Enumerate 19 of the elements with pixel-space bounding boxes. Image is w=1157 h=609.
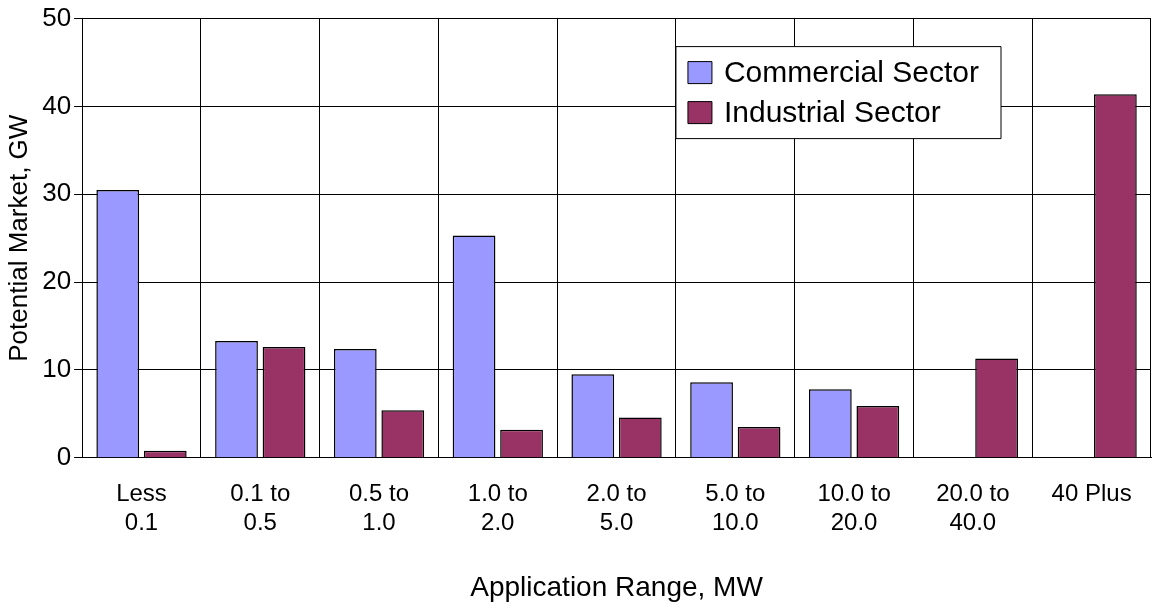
x-tick-label: Less 0.1 bbox=[116, 478, 167, 535]
y-tick-label: 10 bbox=[42, 353, 72, 384]
x-tick-label: 1.0 to 2.0 bbox=[467, 478, 528, 535]
legend-label: Industrial Sector bbox=[723, 94, 941, 128]
x-tick-label: 0.1 to 0.5 bbox=[230, 478, 291, 535]
y-axis-title: Potential Market, GW bbox=[2, 114, 33, 362]
x-tick-label: 10.0 to 20.0 bbox=[817, 478, 891, 535]
legend-label: Commercial Sector bbox=[723, 54, 980, 88]
y-tick-label: 0 bbox=[56, 440, 72, 471]
y-tick-label: 50 bbox=[42, 1, 72, 32]
y-tick-label: 40 bbox=[42, 89, 72, 120]
x-tick-label: 20.0 to 40.0 bbox=[936, 478, 1010, 535]
y-tick-label: 20 bbox=[42, 265, 72, 296]
x-tick-label: 5.0 to 10.0 bbox=[705, 478, 766, 535]
y-tick-label: 30 bbox=[42, 177, 72, 208]
x-axis-title: Application Range, MW bbox=[470, 570, 764, 602]
x-tick-label: 0.5 to 1.0 bbox=[349, 478, 410, 535]
x-tick-label: 2.0 to 5.0 bbox=[586, 478, 647, 535]
x-tick-label: 40 Plus bbox=[1051, 478, 1132, 506]
